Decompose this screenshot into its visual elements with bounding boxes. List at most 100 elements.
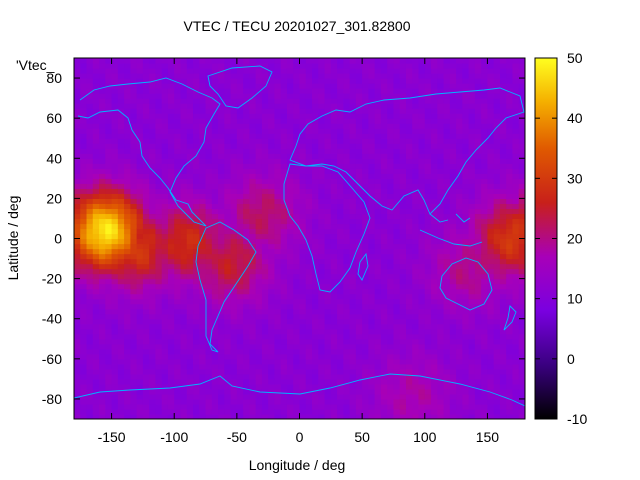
- heatmap-cell: [493, 93, 501, 99]
- heatmap-cell: [186, 238, 194, 245]
- heatmap-cell: [274, 98, 282, 104]
- heatmap-cell: [286, 313, 294, 320]
- heatmap-cell: [249, 143, 257, 149]
- heatmap-cell: [418, 363, 426, 370]
- heatmap-cell: [499, 218, 507, 225]
- heatmap-cell: [456, 118, 463, 124]
- heatmap-cell: [186, 403, 194, 410]
- heatmap-cell: [324, 263, 332, 270]
- heatmap-cell: [374, 78, 382, 84]
- heatmap-cell: [224, 68, 232, 74]
- heatmap-cell: [293, 388, 301, 395]
- heatmap-cell: [199, 193, 207, 199]
- heatmap-cell: [437, 233, 445, 240]
- heatmap-cell: [343, 58, 351, 64]
- heatmap-cell: [387, 308, 395, 315]
- heatmap-cell: [105, 363, 113, 370]
- heatmap-cell: [224, 213, 232, 220]
- heatmap-cell: [399, 118, 407, 124]
- heatmap-cell: [424, 163, 432, 169]
- heatmap-cell: [299, 218, 307, 225]
- heatmap-cell: [305, 233, 313, 240]
- heatmap-cell: [230, 248, 238, 255]
- heatmap-cell: [374, 383, 382, 390]
- heatmap-cell: [280, 328, 288, 335]
- heatmap-cell: [161, 333, 169, 340]
- heatmap-cell: [337, 308, 344, 315]
- heatmap-cell: [111, 333, 119, 340]
- heatmap-cell: [387, 333, 395, 340]
- heatmap-cell: [136, 288, 144, 295]
- heatmap-cell: [449, 413, 457, 419]
- heatmap-cell: [186, 333, 194, 340]
- heatmap-cell: [117, 328, 125, 335]
- heatmap-cell: [261, 318, 269, 325]
- heatmap-cell: [130, 128, 138, 134]
- heatmap-cell: [255, 228, 263, 235]
- heatmap-cell: [142, 133, 150, 139]
- heatmap-cell: [149, 113, 157, 119]
- heatmap-cell: [493, 123, 501, 129]
- heatmap-cell: [312, 118, 319, 124]
- heatmap-cell: [487, 233, 495, 240]
- heatmap-cell: [80, 88, 88, 94]
- heatmap-cell: [493, 343, 501, 350]
- heatmap-cell: [211, 323, 219, 330]
- heatmap-cell: [312, 293, 319, 300]
- heatmap-cell: [487, 103, 495, 109]
- heatmap-cell: [274, 118, 282, 124]
- heatmap-cell: [180, 328, 188, 335]
- heatmap-cell: [424, 68, 432, 74]
- heatmap-cell: [487, 58, 495, 64]
- heatmap-cell: [374, 133, 382, 139]
- heatmap-cell: [180, 98, 188, 104]
- heatmap-cell: [255, 258, 263, 265]
- heatmap-cell: [124, 173, 131, 179]
- heatmap-cell: [380, 183, 388, 189]
- heatmap-cell: [218, 258, 225, 265]
- heatmap-cell: [299, 273, 307, 280]
- heatmap-cell: [449, 118, 457, 124]
- heatmap-cell: [99, 148, 106, 154]
- heatmap-cell: [424, 363, 432, 370]
- heatmap-cell: [230, 148, 238, 154]
- heatmap-cell: [111, 313, 119, 320]
- heatmap-cell: [124, 228, 131, 235]
- heatmap-cell: [193, 208, 200, 215]
- heatmap-cell: [368, 213, 376, 220]
- heatmap-cell: [449, 63, 457, 69]
- heatmap-cell: [130, 88, 138, 94]
- heatmap-cell: [424, 278, 432, 285]
- heatmap-cell: [399, 283, 407, 290]
- heatmap-cell: [155, 203, 163, 210]
- heatmap-cell: [506, 378, 514, 385]
- heatmap-cell: [368, 203, 376, 210]
- heatmap-cell: [399, 273, 407, 280]
- heatmap-cell: [255, 373, 263, 380]
- heatmap-cell: [506, 343, 514, 350]
- heatmap-cell: [174, 333, 182, 340]
- heatmap-cell: [456, 73, 463, 79]
- heatmap-cell: [111, 363, 119, 370]
- heatmap-cell: [130, 283, 138, 290]
- heatmap-cell: [499, 323, 507, 330]
- heatmap-cell: [236, 238, 244, 245]
- heatmap-cell: [368, 163, 376, 169]
- heatmap-cell: [412, 253, 420, 260]
- heatmap-cell: [418, 68, 426, 74]
- heatmap-cell: [418, 248, 426, 255]
- heatmap-cell: [174, 413, 182, 419]
- heatmap-cell: [174, 278, 182, 285]
- heatmap-cell: [130, 258, 138, 265]
- heatmap-cell: [117, 218, 125, 225]
- heatmap-cell: [236, 158, 244, 164]
- heatmap-cell: [124, 358, 131, 365]
- heatmap-cell: [199, 363, 207, 370]
- heatmap-cell: [337, 203, 344, 210]
- heatmap-cell: [105, 208, 113, 215]
- heatmap-cell: [305, 178, 313, 184]
- heatmap-cell: [437, 263, 445, 270]
- heatmap-cell: [193, 203, 200, 210]
- heatmap-cell: [92, 133, 100, 139]
- heatmap-cell: [155, 223, 163, 230]
